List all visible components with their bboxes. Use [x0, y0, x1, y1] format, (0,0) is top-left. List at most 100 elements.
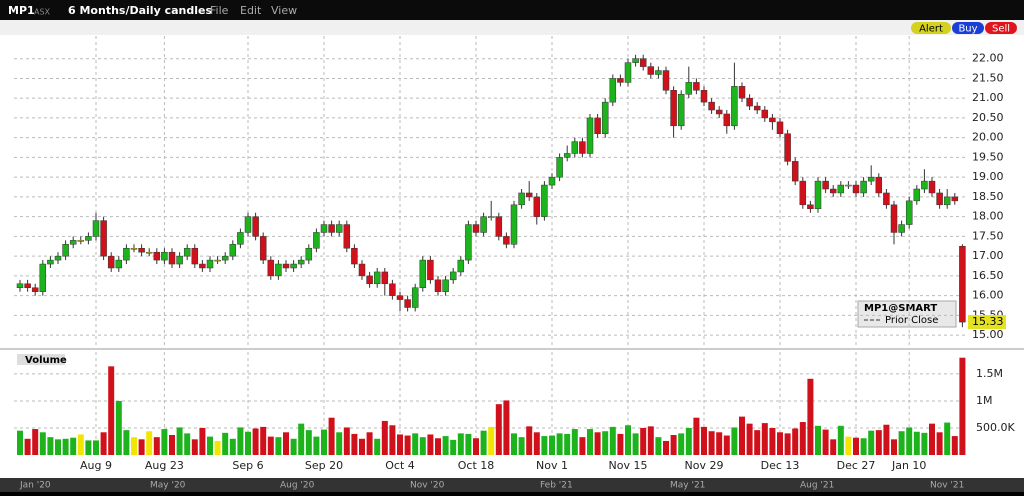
volume-bar	[442, 436, 449, 455]
menu[interactable]: File	[210, 4, 229, 17]
x-tick-label: Nov 29	[685, 459, 724, 472]
candle-body	[601, 101, 609, 134]
candle-body	[807, 204, 814, 210]
x-tick-label: Nov 1	[536, 459, 568, 472]
volume-bar	[267, 436, 274, 455]
volume-bar	[381, 420, 388, 455]
y-tick-label: 19.00	[972, 170, 1004, 183]
sell-button[interactable]	[985, 22, 1017, 34]
candle-body	[373, 271, 381, 285]
volume-bar	[146, 431, 153, 455]
candle-body	[244, 216, 252, 233]
timeline-label: May '21	[670, 481, 705, 491]
candle-body	[282, 263, 290, 269]
candle-body	[487, 216, 495, 218]
candle-body	[396, 295, 404, 300]
volume-bar	[799, 422, 806, 455]
candle-body	[320, 224, 328, 233]
candle-body	[548, 176, 556, 186]
alert-button[interactable]	[911, 22, 951, 34]
candle-body	[503, 236, 510, 245]
volume-bar	[435, 438, 441, 455]
menu[interactable]: View	[271, 4, 297, 17]
candle-body	[677, 93, 685, 127]
candle-body	[890, 204, 898, 233]
volume-bar	[533, 432, 540, 455]
volume-bar	[655, 437, 662, 455]
volume-bar	[739, 416, 745, 455]
volume-bar	[617, 433, 624, 455]
menu[interactable]: Edit	[240, 4, 262, 17]
candle-body	[609, 78, 617, 103]
candle-body	[138, 247, 145, 253]
candle-body	[130, 247, 138, 250]
candle-body	[738, 86, 746, 99]
candle-body	[845, 184, 852, 187]
volume-bar	[245, 431, 251, 455]
volume-bar	[640, 427, 647, 455]
volume-bar	[24, 438, 31, 455]
candle-body	[685, 82, 693, 95]
candle-body	[335, 224, 343, 233]
buy-button[interactable]	[952, 22, 984, 34]
candle-body	[639, 58, 647, 67]
candle-body	[571, 141, 579, 154]
candle-body	[814, 180, 822, 210]
symbol[interactable]: MP1	[8, 4, 35, 17]
candle-body	[753, 105, 761, 111]
x-tick-label: Aug 9	[80, 459, 112, 472]
prior-close-label: Prior Close	[885, 315, 938, 326]
candle-body	[206, 259, 214, 269]
candle-body	[389, 283, 396, 296]
volume-bar	[754, 430, 761, 455]
candle-body	[259, 236, 267, 261]
candle-body	[921, 180, 928, 190]
candle-body	[191, 247, 199, 265]
x-tick-label: Jan 10	[891, 459, 926, 472]
period[interactable]: 6 Months/Daily candles	[68, 4, 212, 17]
volume-bar	[404, 435, 411, 455]
volume-bar	[222, 432, 229, 455]
volume-bar	[518, 437, 525, 455]
volume-bar	[609, 426, 616, 455]
volume-bar	[17, 430, 23, 455]
volume-bar	[594, 432, 601, 455]
volume-bar	[214, 440, 221, 455]
volume-bar	[777, 432, 783, 455]
volume-bar	[161, 429, 168, 455]
volume-bar	[663, 440, 669, 455]
volume-bar	[647, 426, 654, 455]
x-tick-label: Dec 13	[761, 459, 800, 472]
candle-body	[472, 224, 480, 233]
candle-body	[829, 188, 837, 194]
volume-bar	[252, 428, 259, 455]
volume-bar	[815, 425, 821, 455]
volume-bar	[830, 439, 837, 455]
volume-bar	[792, 428, 799, 455]
y-tick-label: 18.00	[972, 210, 1004, 223]
volume-bar	[419, 437, 426, 455]
candle-body	[852, 184, 860, 194]
candle-body	[632, 58, 639, 63]
candle-body	[943, 196, 951, 206]
candle-body	[237, 232, 244, 245]
volume-bar	[328, 417, 335, 455]
volume-bar	[55, 439, 61, 455]
candle-body	[936, 192, 943, 206]
candle-body	[867, 176, 875, 182]
candle-body	[54, 255, 62, 261]
timeline-label: Jan '20	[19, 481, 51, 491]
candle-body	[928, 180, 936, 194]
candle-body	[799, 180, 807, 206]
candle-body	[693, 82, 700, 91]
candle-body	[31, 287, 39, 292]
candle-body	[951, 196, 959, 202]
volume-bar	[39, 432, 46, 455]
candle-body	[533, 196, 541, 217]
legend-title: MP1@SMART	[864, 303, 937, 314]
candle-body	[411, 287, 419, 308]
candle-body	[442, 279, 449, 292]
candle-body	[715, 109, 723, 115]
volume-bar	[313, 436, 320, 455]
